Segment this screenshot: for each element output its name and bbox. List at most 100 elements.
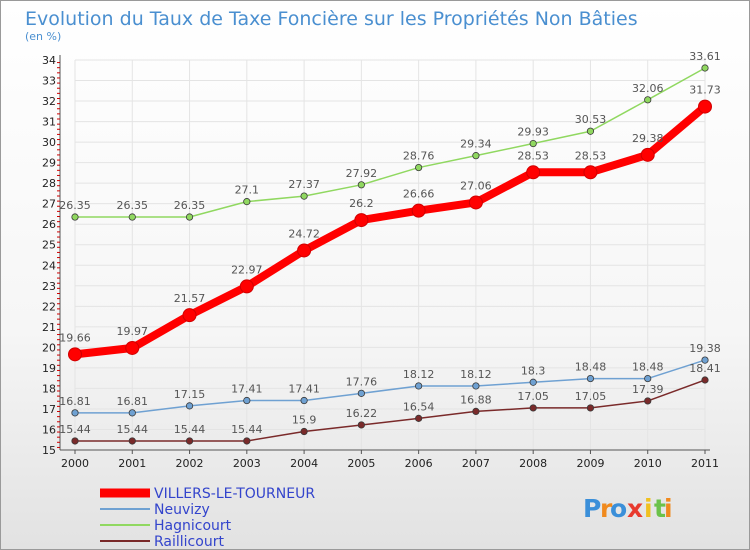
- x-tick-labels: 2000 2001 2002 2003 2004 2005 2006 2007 2008 2009…: [61, 450, 719, 470]
- series-group: 26.35 26.35 26.35 27.1 27.37 27.92 28.76 29.34 2…: [59, 50, 721, 445]
- series-line: [74, 379, 706, 442]
- y-tick-label: 25: [42, 239, 56, 252]
- proxiti-logo: Pro x i ti: [583, 494, 673, 523]
- logo-letter: i: [644, 494, 653, 523]
- y-tick-label: 24: [42, 259, 56, 272]
- x-tick-label: 2009: [576, 457, 604, 470]
- data-point: [583, 165, 598, 180]
- data-point: [239, 279, 254, 294]
- data-point: [640, 147, 655, 162]
- data-point: [300, 192, 308, 200]
- data-point: [411, 203, 426, 218]
- data-label: 15.44: [59, 423, 91, 436]
- data-label: 28.53: [575, 149, 607, 162]
- data-label: 19.97: [117, 325, 149, 338]
- x-tick-label: 2001: [118, 457, 146, 470]
- data-point: [71, 409, 79, 417]
- data-label: 18.41: [689, 362, 721, 375]
- data-label: 16.81: [117, 395, 149, 408]
- y-tick-label: 21: [42, 321, 56, 334]
- data-label: 18.12: [403, 368, 435, 381]
- data-label: 26.35: [59, 199, 91, 212]
- data-label: 24.72: [288, 227, 320, 240]
- y-tick-label: 29: [42, 157, 56, 170]
- data-label: 28.53: [517, 149, 549, 162]
- data-label: 15.44: [117, 423, 149, 436]
- data-label: 26.2: [349, 197, 374, 210]
- legend-label: VILLERS-LE-TOURNEUR: [154, 486, 315, 502]
- x-tick-label: 2000: [61, 457, 89, 470]
- data-label: 29.34: [460, 138, 492, 151]
- y-tick-label: 17: [42, 403, 56, 416]
- data-point: [243, 198, 251, 206]
- y-tick-label: 33: [42, 75, 56, 88]
- data-point: [529, 404, 537, 412]
- data-point: [128, 437, 136, 445]
- data-point: [698, 99, 712, 114]
- y-tick-label: 26: [42, 218, 56, 231]
- x-tick-label: 2006: [405, 457, 433, 470]
- data-point: [185, 213, 194, 221]
- chart-title: Evolution du Taux de Taxe Foncière sur l…: [25, 8, 638, 30]
- logo-letter: x: [627, 494, 643, 523]
- y-tick-label: 18: [42, 382, 56, 395]
- data-point: [357, 181, 365, 189]
- data-label: 19.38: [689, 342, 721, 355]
- y-tick-label: 32: [42, 95, 56, 108]
- data-point: [415, 382, 423, 390]
- x-tick-label: 2008: [519, 457, 547, 470]
- data-point: [71, 213, 79, 221]
- data-point: [300, 427, 308, 436]
- data-label: 19.66: [59, 331, 91, 344]
- data-point: [529, 378, 537, 386]
- y-tick-label: 20: [42, 341, 56, 354]
- data-point: [701, 356, 709, 364]
- data-point: [468, 195, 483, 210]
- x-tick-label: 2005: [347, 457, 375, 470]
- data-label: 18.12: [460, 368, 492, 381]
- data-label: 28.76: [403, 150, 435, 163]
- data-point: [185, 437, 194, 445]
- data-label: 15.44: [174, 423, 206, 436]
- legend-label: Raillicourt: [154, 534, 224, 550]
- data-point: [701, 376, 709, 384]
- data-point: [415, 163, 423, 172]
- series-line: [74, 359, 706, 414]
- x-tick-label: 2010: [634, 457, 662, 470]
- data-label: 27.37: [288, 178, 320, 191]
- x-tick-label: 2007: [462, 457, 490, 470]
- y-tick-labels: 15 16 17 18 19 20 21 22 23 24 25 26 27 28 29 30 31 32 33 34: [42, 54, 56, 457]
- data-point: [357, 389, 365, 397]
- data-label: 18.48: [575, 361, 607, 374]
- data-label: 15.9: [292, 414, 317, 427]
- logo-letter: i: [664, 494, 673, 523]
- data-point: [185, 402, 194, 410]
- data-label: 26.66: [403, 188, 435, 201]
- data-point: [128, 409, 136, 417]
- data-label: 22.97: [231, 263, 263, 276]
- data-point: [526, 165, 541, 180]
- y-tick-label: 16: [42, 423, 56, 436]
- data-label: 17.76: [346, 375, 378, 388]
- legend-label: Hagnicourt: [154, 518, 232, 534]
- data-label: 17.39: [632, 383, 664, 396]
- data-label: 26.35: [174, 199, 206, 212]
- data-label: 16.54: [403, 400, 435, 413]
- data-point: [243, 437, 251, 445]
- data-point: [68, 347, 82, 362]
- y-tick-label: 22: [42, 300, 56, 313]
- data-point: [297, 243, 312, 258]
- data-label: 32.06: [632, 82, 664, 95]
- data-point: [300, 396, 308, 405]
- data-point: [644, 374, 652, 383]
- gridlines: [74, 59, 706, 451]
- data-label: 30.53: [575, 113, 607, 126]
- data-label: 16.88: [460, 393, 492, 406]
- data-point: [472, 382, 480, 390]
- data-point: [586, 127, 595, 135]
- y-tick-label: 30: [42, 136, 56, 149]
- data-point: [472, 152, 480, 160]
- series-line: [74, 67, 706, 218]
- data-point: [357, 421, 365, 429]
- legend: VILLERS-LE-TOURNEURNeuvizyHagnicourtRail…: [100, 486, 315, 550]
